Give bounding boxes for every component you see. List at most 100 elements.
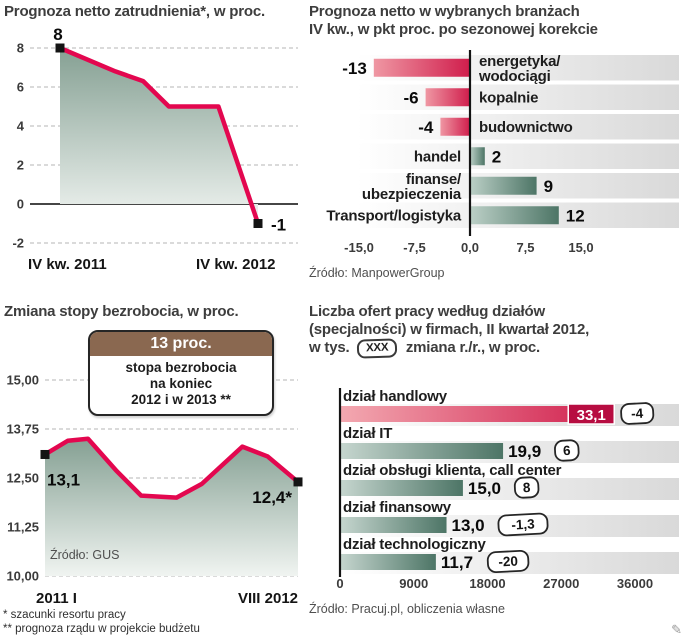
y-tick-label: 8 — [17, 41, 24, 56]
x-tick-label: 7,5 — [516, 240, 534, 255]
y-tick-label: 10,00 — [6, 569, 39, 584]
point-marker-end — [293, 477, 303, 487]
chart-title: Liczba ofert pracy według działów (specj… — [305, 300, 686, 359]
bar-value-label: 9 — [544, 177, 553, 196]
category-label: kopalnie — [479, 89, 538, 106]
point-label-end: 12,4* — [252, 488, 292, 507]
category-label: Transport/logistyka — [326, 207, 461, 224]
callout-body: stopa bezrobocia na koniec 2012 i w 2013… — [90, 356, 272, 414]
title-pre: w tys. — [309, 339, 350, 356]
bar — [340, 517, 447, 533]
x-tick-label: -7,5 — [403, 240, 425, 255]
category-label: budownictwo — [479, 119, 573, 136]
point-label-end: -1 — [271, 216, 286, 235]
callout-line: na koniec — [149, 376, 213, 391]
x-tick-label: 18000 — [469, 576, 505, 591]
point-marker-end — [253, 219, 263, 228]
chart-title-line2: IV kw., w pkt proc. po sezonowej korekci… — [309, 21, 598, 38]
bar — [340, 554, 436, 570]
y-tick-label: 15,00 — [6, 373, 39, 388]
unemployment-callout: 13 proc. stopa bezrobocia na koniec 2012… — [88, 330, 274, 416]
change-value: 8 — [522, 480, 531, 495]
category-label: handel — [414, 148, 461, 165]
bar-value-label: 33,1 — [577, 407, 606, 424]
row-background — [357, 114, 679, 140]
x-axis-label-start: IV kw. 2011 — [28, 256, 107, 273]
x-tick-label: 27000 — [543, 576, 579, 591]
pencil-icon: ✎ — [671, 622, 682, 637]
row-background — [357, 84, 679, 110]
category-label: dział IT — [343, 425, 392, 442]
change-badge: -1,3 — [497, 512, 549, 537]
legend-token: XXX — [357, 338, 399, 359]
bar-value-label: 13,0 — [452, 516, 485, 535]
footnote-2: ** prognoza rządu w projekcie budżetu — [3, 623, 200, 635]
sector-forecast-panel: Prognoza netto w wybranych branżach IV k… — [305, 0, 686, 300]
title-post: zmiana r./r., w proc. — [405, 339, 541, 356]
x-axis-label-end: IV kw. 2012 — [196, 256, 276, 273]
category-label: energetyka/ — [479, 53, 561, 70]
bar-positive — [470, 147, 485, 166]
bar-positive — [470, 176, 537, 195]
y-tick-label: 12,50 — [6, 471, 39, 486]
badge-box — [554, 439, 580, 462]
point-marker-start — [40, 449, 50, 459]
area-fill — [45, 438, 298, 576]
x-axis-label-end: VIII 2012 — [237, 590, 298, 607]
y-tick-label: 4 — [17, 119, 25, 134]
point-label-start: 8 — [53, 26, 62, 44]
chart-title: Prognoza netto w wybranych branżach IV k… — [305, 0, 686, 39]
bar-value-label: -6 — [403, 88, 418, 107]
source-note: Źródło: GUS — [50, 547, 119, 562]
category-label: dział obsługi klienta, call center — [343, 462, 562, 479]
footnote-1: * szacunki resortu pracy — [3, 609, 126, 621]
y-tick-label: -2 — [12, 236, 24, 251]
bar-positive — [470, 206, 559, 225]
change-badge: -20 — [486, 549, 530, 574]
x-tick-label: 0,0 — [461, 240, 479, 255]
x-tick-label: 9000 — [399, 576, 428, 591]
y-tick-label: 6 — [17, 80, 24, 95]
category-label: dział finansowy — [343, 499, 452, 516]
employment-forecast-chart: 8 6 4 2 0 -2 8 -1 — [12, 26, 298, 251]
category-label: wodociągi — [478, 68, 551, 85]
chart-title-line1: Prognoza netto w wybranych branżach — [309, 3, 580, 20]
change-value: -4 — [631, 406, 644, 422]
category-label: dział technologiczny — [343, 536, 487, 553]
change-value: 6 — [563, 443, 572, 458]
source-note: Źródło: Pracuj.pl, obliczenia własne — [309, 602, 505, 616]
callout-line: stopa bezrobocia — [125, 360, 237, 375]
y-tick-label: 2 — [17, 158, 24, 173]
chart-title-line1: Liczba ofert pracy według działów — [309, 303, 545, 320]
job-offers-panel: Liczba ofert pracy według działów (specj… — [305, 300, 686, 640]
change-value: -20 — [498, 554, 518, 570]
bar — [340, 443, 504, 459]
employment-forecast-panel: Prognoza netto zatrudnienia*, w proc. 8 6… — [0, 0, 305, 300]
bar-value-label: 2 — [492, 147, 501, 166]
bar-negative — [373, 58, 470, 77]
change-badge: -4 — [620, 402, 655, 425]
badge-box — [497, 512, 549, 537]
unemployment-chart: 15,00 13,75 12,50 11,25 10,00 13,1 12,4* Źródło… — [6, 373, 303, 584]
bar-value-label: -13 — [342, 59, 367, 78]
category-label: ubezpieczenia — [362, 186, 462, 203]
footnotes: * szacunki resortu pracy ** prognoza rzą… — [3, 608, 200, 636]
x-axis-label-start: 2011 I — [36, 590, 77, 607]
x-tick-label: 0 — [336, 576, 343, 591]
bar-value-label: 19,9 — [508, 442, 541, 461]
trend-line — [42, 436, 301, 500]
bar — [340, 406, 612, 422]
bar-value-label: 11,7 — [441, 553, 473, 572]
category-label: dział handlowy — [343, 388, 448, 405]
callout-line: 2012 i w 2013 ** — [131, 392, 231, 407]
row-background — [357, 143, 679, 169]
trend-line — [57, 45, 261, 226]
bar-value-label: -4 — [418, 118, 434, 137]
value-box — [567, 403, 615, 425]
change-badge: 6 — [554, 439, 580, 462]
unemployment-panel: Zmiana stopy bezrobocia, w proc. 13 proc… — [0, 300, 305, 640]
point-marker-start — [55, 43, 65, 53]
chart-title-line3: w tys. XXX zmiana r./r., w proc. — [309, 338, 686, 359]
